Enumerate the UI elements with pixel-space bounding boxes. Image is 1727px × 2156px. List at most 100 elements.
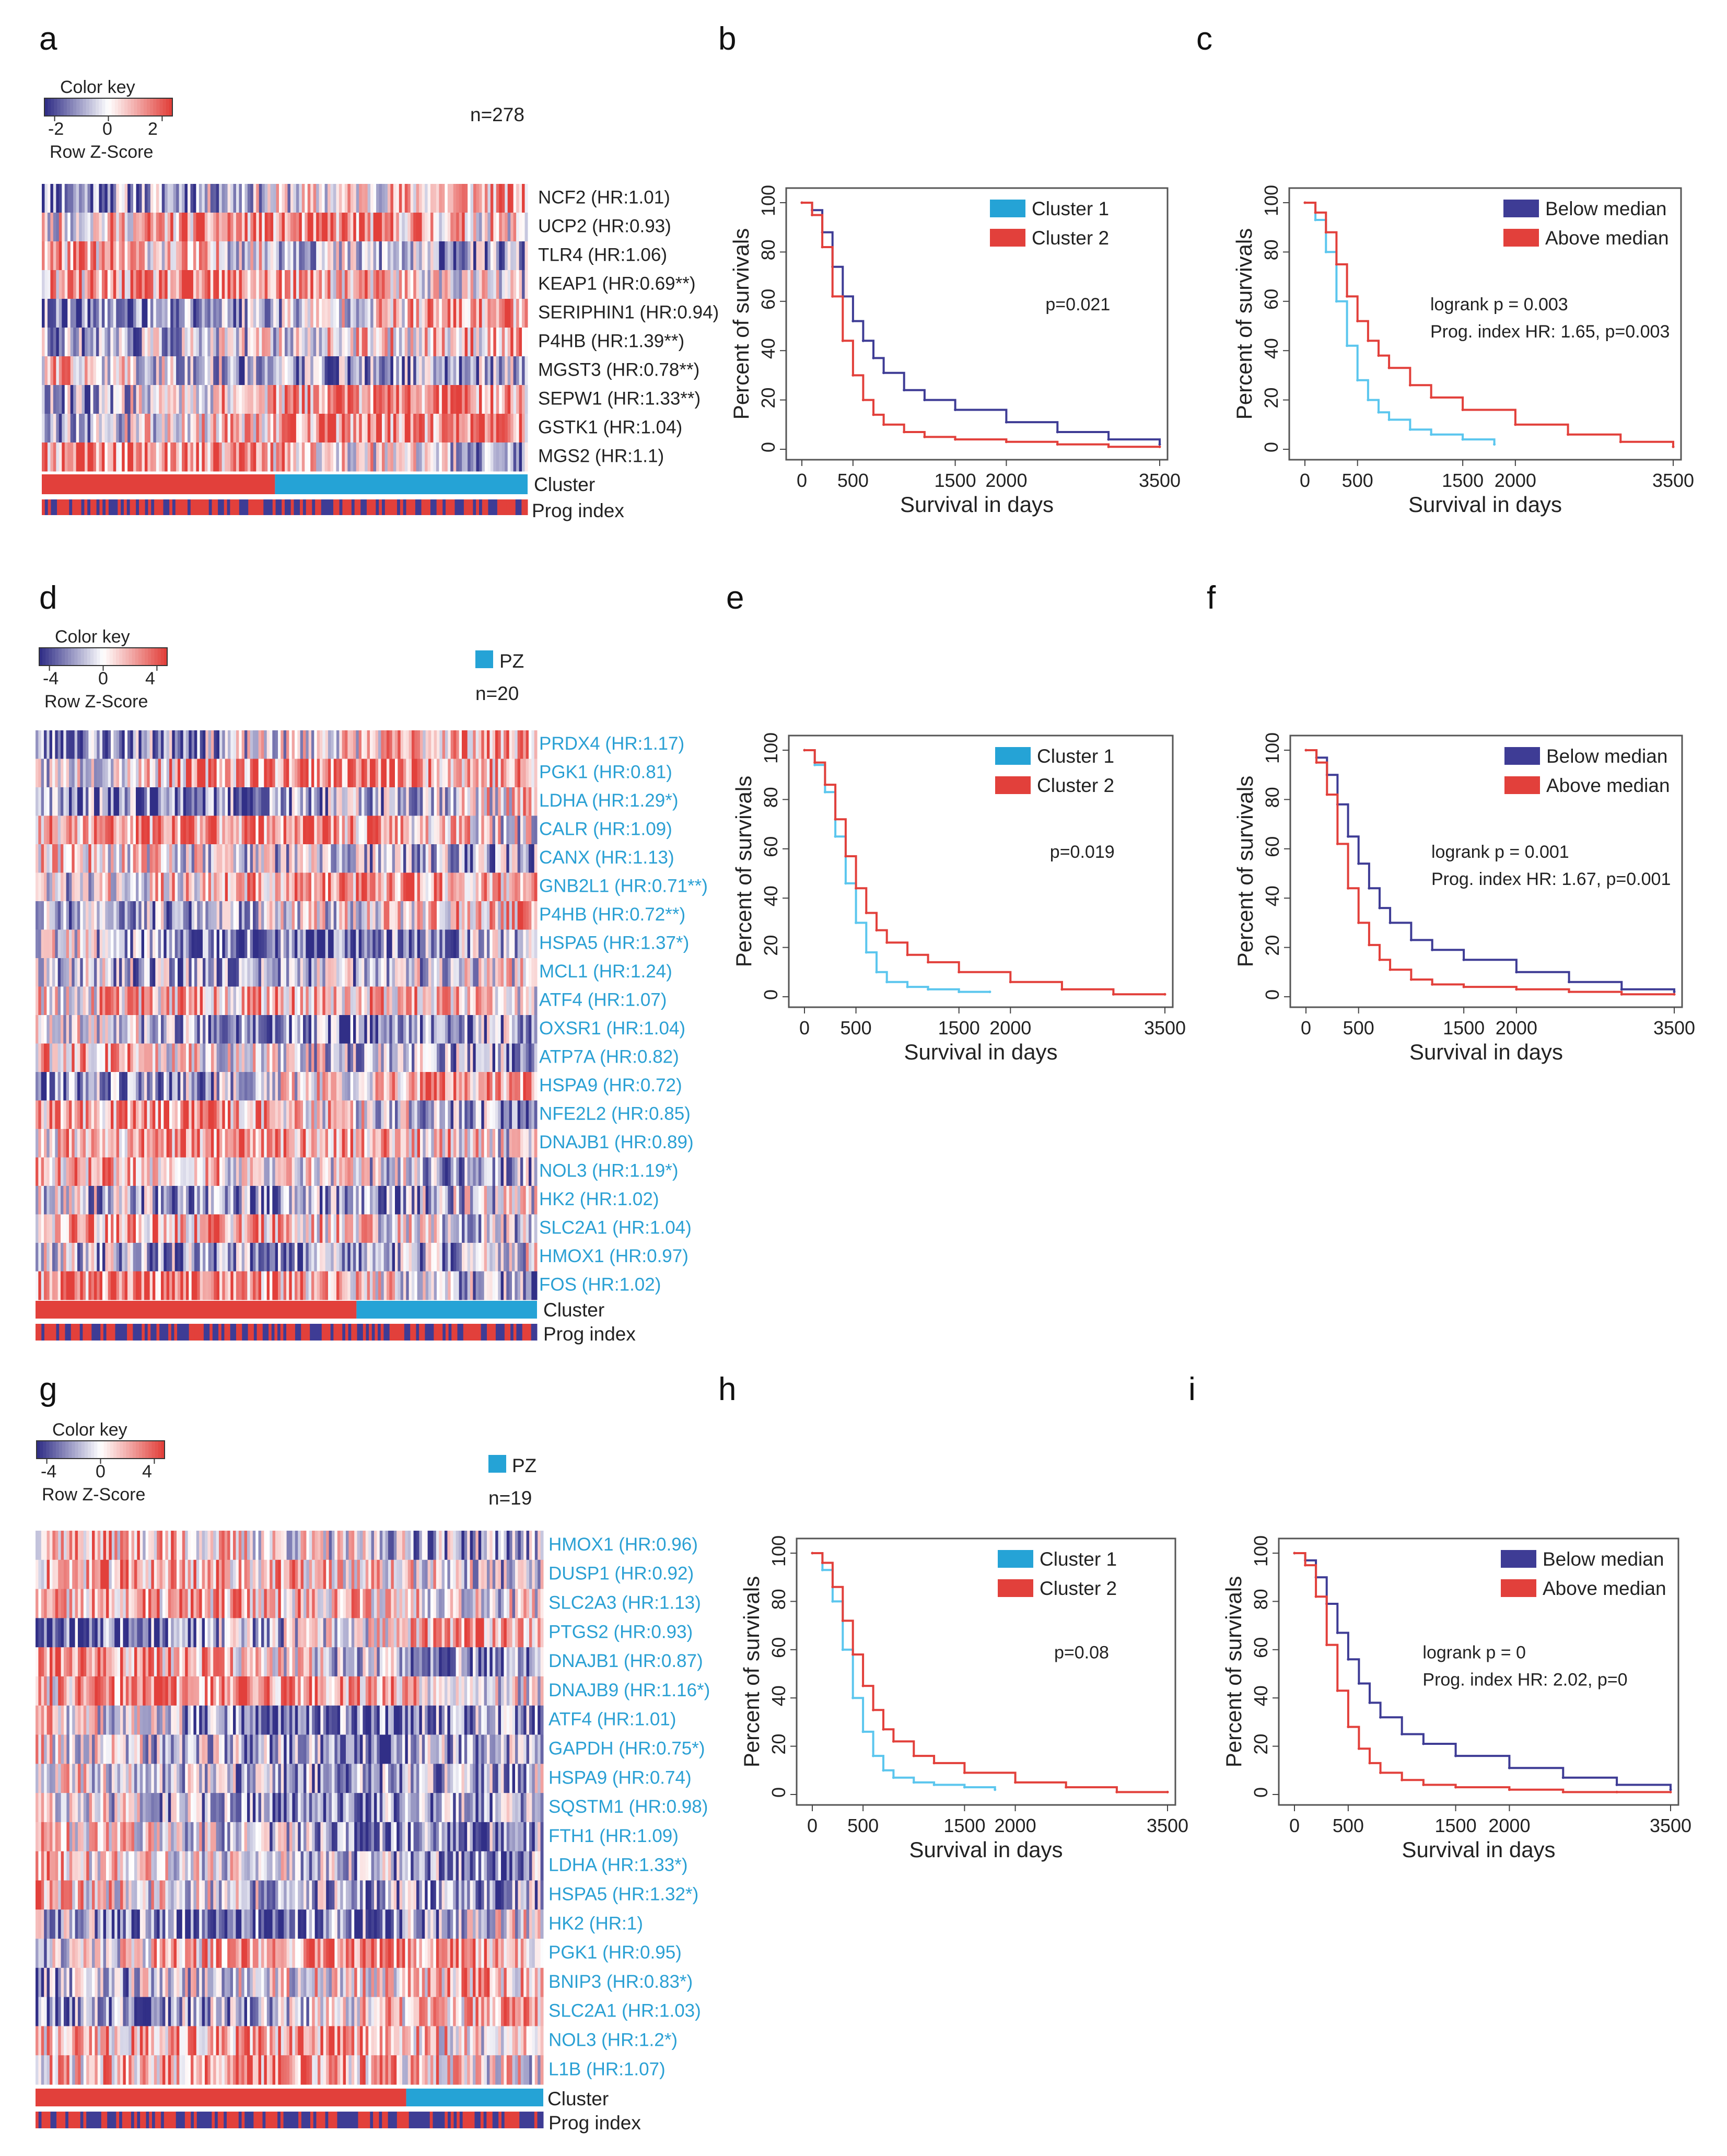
heatmap-cell [433,213,437,242]
heatmap-cell [244,270,248,299]
heatmap-cell [441,385,445,414]
heatmap-cell [99,1157,103,1186]
heatmap-cell [484,929,487,959]
heatmap-cell [367,1015,370,1044]
heatmap-cell [344,442,348,472]
heatmap-cell [108,929,111,959]
heatmap-cell [253,730,256,759]
heatmap-cell [331,958,334,987]
prog-index-cell [497,499,501,515]
heatmap-cell [191,730,195,759]
heatmap-cell [36,1157,39,1186]
heatmap-cell [211,759,214,788]
heatmap-cell [49,1186,53,1215]
prog-index-cell [397,499,401,515]
heatmap-cell [295,1072,298,1101]
heatmap-cell [144,1100,147,1129]
heatmap-cell [210,328,214,357]
heatmap-cell [69,1157,72,1186]
heatmap-cell [244,184,248,213]
heatmap-cell [523,1015,527,1044]
heatmap-cell [517,929,521,959]
heatmap-cell [523,844,527,873]
heatmap-cell [241,787,245,816]
heatmap-cell [211,872,214,902]
heatmap-cell [255,929,259,959]
heatmap-cell [520,986,523,1016]
heatmap-cell [375,815,379,845]
heatmap-cell [119,1129,122,1158]
heatmap-cell [406,1072,410,1101]
heatmap-cell [423,730,426,759]
heatmap-cell [364,759,368,788]
heatmap-cell [422,328,425,357]
heatmap-cell [196,270,200,299]
heatmap-cell [202,213,205,242]
heatmap-cell [97,1043,100,1073]
heatmap-cell [482,299,485,328]
heatmap-cell [46,787,50,816]
heatmap-cell [172,759,176,788]
heatmap-cell [524,299,528,328]
heatmap-cell [468,385,471,414]
heatmap-cell [305,442,308,472]
heatmap-cell [275,986,278,1016]
heatmap-cell [400,958,404,987]
heatmap-cell [55,929,59,959]
heatmap-cell [104,241,108,271]
heatmap-cell [108,1186,111,1215]
heatmap-cell [233,356,237,386]
heatmap-cell [159,328,162,357]
heatmap-cell [500,1072,504,1101]
heatmap-cell [200,1157,203,1186]
heatmap-cell [203,787,206,816]
heatmap-cell [473,730,476,759]
heatmap-cell [38,901,42,930]
heatmap-cell [529,929,532,959]
heatmap-cell [193,414,196,443]
heatmap-cell [450,1015,454,1044]
heatmap-cell [147,213,151,242]
heatmap-cell [44,1043,47,1073]
heatmap-cell [498,901,501,930]
heatmap-cell [99,356,102,386]
heatmap-cell [264,299,268,328]
heatmap-cell [526,1072,529,1101]
heatmap-cell [86,1015,89,1044]
heatmap-cell [389,1043,393,1073]
heatmap-cell [316,328,320,357]
heatmap-cell [382,241,385,271]
heatmap-cell [241,1100,245,1129]
heatmap-cell [420,1015,423,1044]
heatmap-cell [158,1015,161,1044]
heatmap-cell [381,1186,384,1215]
heatmap-cell [153,901,156,930]
heatmap-cell [416,442,419,472]
heatmap-cell [289,1100,293,1129]
heatmap-cell [534,815,538,845]
heatmap-cell [169,1043,172,1073]
heatmap-cell [141,1015,145,1044]
heatmap-cell [55,1186,59,1215]
heatmap-cell [270,986,273,1016]
heatmap-cell [307,328,311,357]
heatmap-cell [225,730,228,759]
heatmap-cell [479,414,482,443]
heatmap-cell [379,356,382,386]
heatmap-cell [64,213,68,242]
heatmap-cell [339,1043,343,1073]
heatmap-cell [431,787,435,816]
heatmap-cell [113,328,116,357]
heatmap-cell [450,759,454,788]
heatmap-cell [170,385,174,414]
heatmap-cell [127,1072,131,1101]
sample-count: n=20 [475,683,519,704]
heatmap-cell [267,385,271,414]
heatmap-cell [244,414,248,443]
heatmap-cell [90,328,94,357]
heatmap-cell [96,241,99,271]
heatmap-cell [473,1072,476,1101]
heatmap-cell [459,787,462,816]
heatmap-cell [122,1015,125,1044]
heatmap-cell [211,929,214,959]
